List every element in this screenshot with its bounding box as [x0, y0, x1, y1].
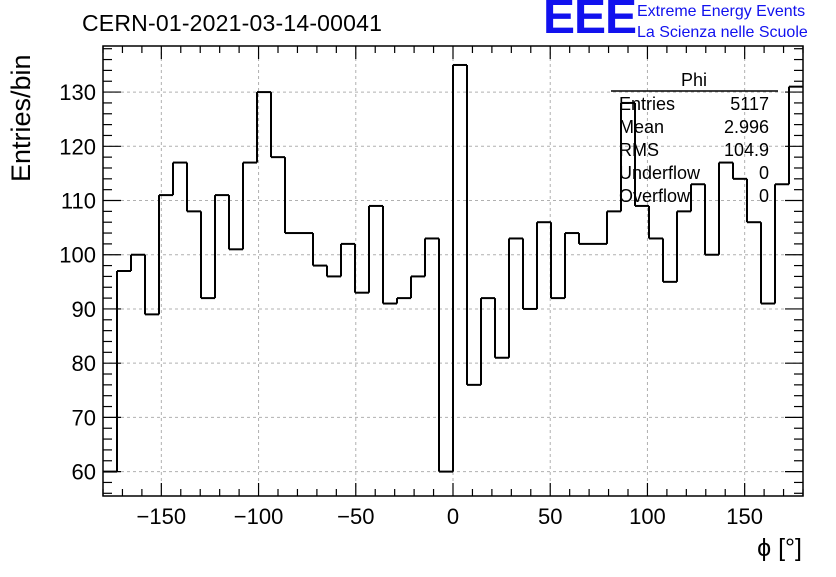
x-tick-label: −100 [234, 504, 284, 529]
x-tick-label: 0 [447, 504, 459, 529]
x-tick-labels: −150 −100 −50 0 50 100 150 [137, 504, 763, 529]
logo-line-2: La Scienza nelle Scuole [637, 24, 808, 41]
y-tick-label: 120 [59, 134, 96, 159]
eee-logo: EEE [543, 0, 637, 44]
x-tick-label: 100 [629, 504, 666, 529]
run-title: CERN-01-2021-03-14-00041 [82, 10, 383, 36]
x-tick-label: −150 [137, 504, 187, 529]
stats-row-label: Underflow [619, 163, 701, 183]
x-tick-label: 50 [538, 504, 562, 529]
stats-row-value: 5117 [730, 94, 769, 114]
axis-ticks [102, 46, 804, 496]
x-tick-label: −50 [337, 504, 374, 529]
x-axis-title: ϕ [°] [757, 534, 802, 562]
stats-box: Phi Entries 5117 Mean 2.996 RMS 104.9 Underflo… [611, 70, 778, 206]
y-axis-title: Entries/bin [6, 54, 36, 182]
x-tick-label: 150 [726, 504, 763, 529]
logo-line-1: Extreme Energy Events [637, 3, 806, 20]
stats-row-value: 104.9 [724, 140, 769, 160]
stats-box-title: Phi [681, 70, 707, 90]
y-tick-label: 130 [59, 80, 96, 105]
y-tick-label: 70 [72, 405, 96, 430]
stats-row-value: 2.996 [724, 117, 769, 137]
stats-row-label: Entries [619, 94, 675, 114]
stats-row-label: Overflow [619, 186, 691, 206]
stats-row-value: 0 [759, 186, 769, 206]
stats-row-label: Mean [619, 117, 664, 137]
stats-row-value: 0 [759, 163, 769, 183]
y-tick-label: 90 [72, 297, 96, 322]
histogram-series [103, 63, 803, 473]
y-tick-labels: 60 70 80 90 100 110 120 130 [59, 80, 96, 485]
stats-row-label: RMS [619, 140, 659, 160]
y-tick-label: 100 [59, 243, 96, 268]
y-tick-label: 60 [72, 460, 96, 485]
y-tick-label: 80 [72, 351, 96, 376]
y-tick-label: 110 [61, 189, 96, 214]
